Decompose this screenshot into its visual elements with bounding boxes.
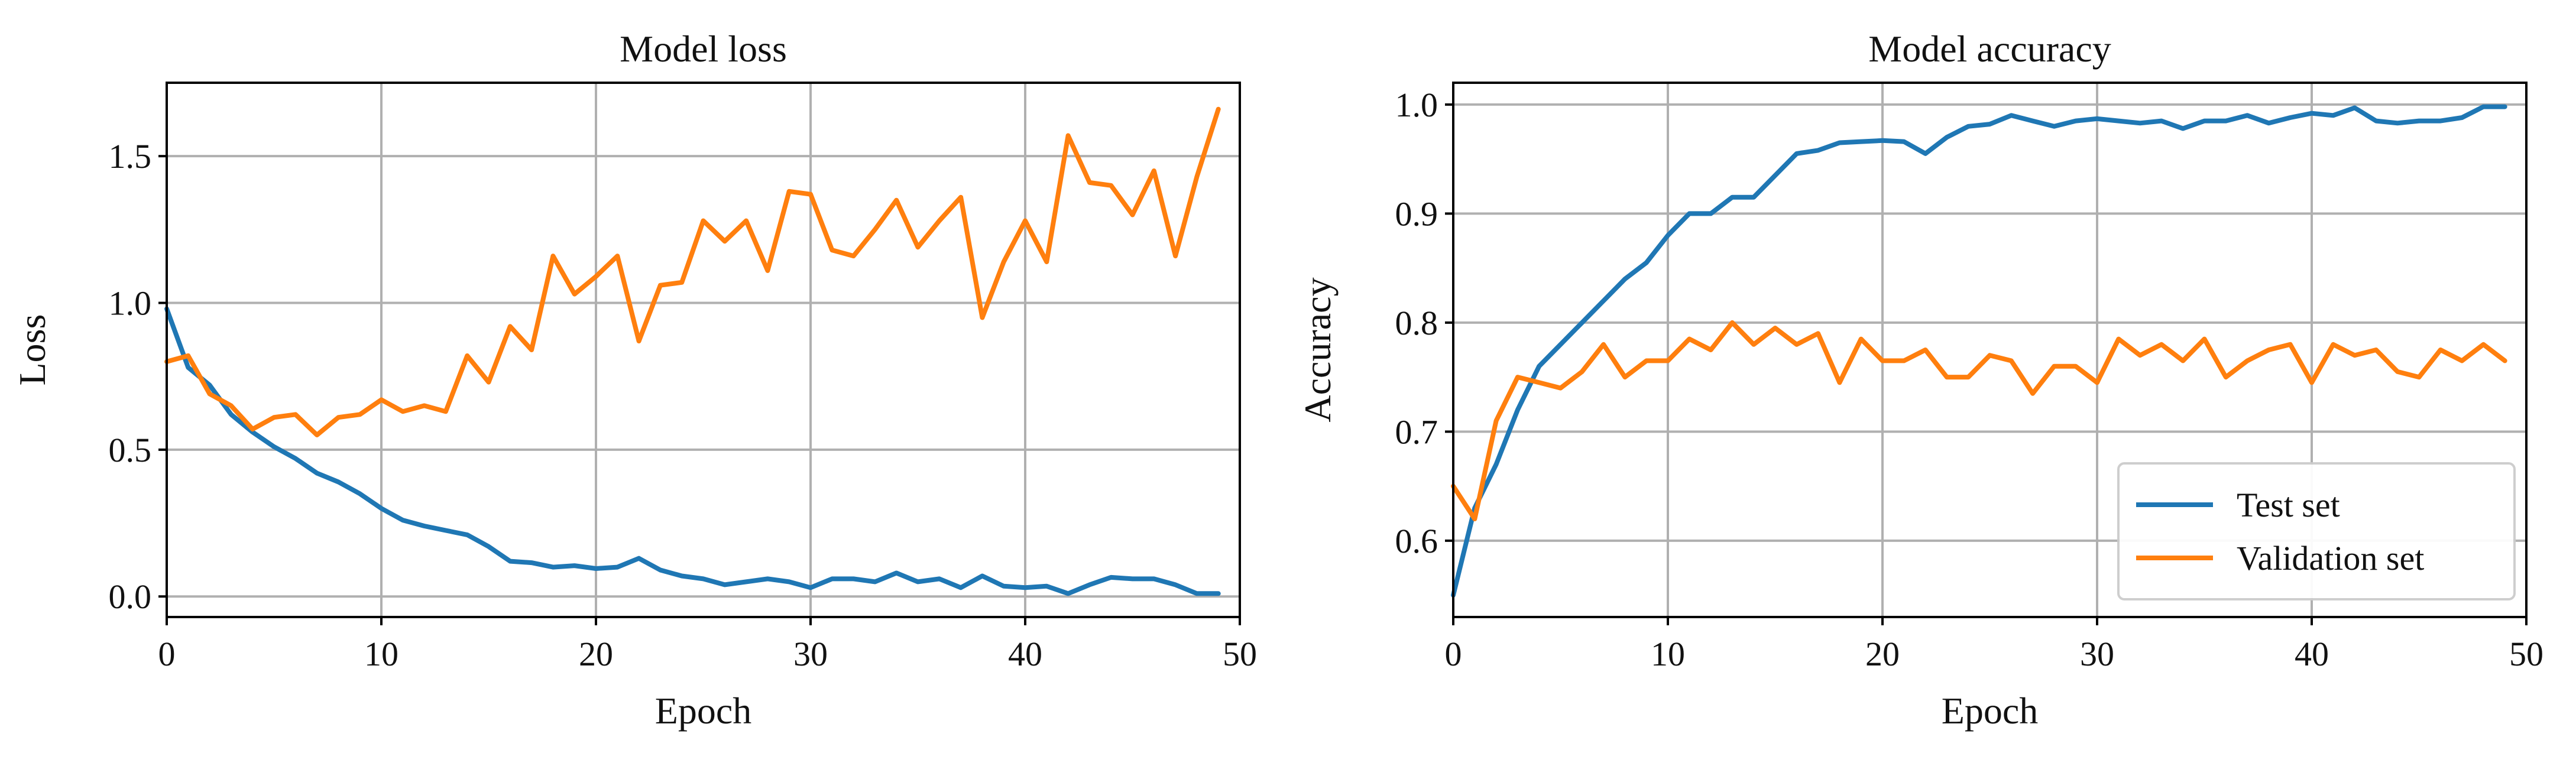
accuracy-y-tick-label: 0.9 bbox=[1395, 194, 1438, 233]
accuracy-y-tick-label: 0.7 bbox=[1395, 413, 1438, 451]
loss-x-axis-label: Epoch bbox=[655, 690, 752, 732]
accuracy-chart-title: Model accuracy bbox=[1868, 28, 2111, 70]
loss-y-tick-label: 0.5 bbox=[109, 431, 152, 469]
accuracy-x-tick-label: 20 bbox=[1865, 635, 1900, 673]
accuracy-y-tick-label: 1.0 bbox=[1395, 86, 1438, 124]
loss-x-tick-label: 50 bbox=[1223, 635, 1257, 673]
legend-label: Validation set bbox=[2237, 539, 2424, 577]
loss-lines bbox=[164, 106, 1221, 596]
loss-y-tick-label: 1.5 bbox=[109, 137, 152, 176]
accuracy-y-tick-label: 0.6 bbox=[1395, 522, 1438, 560]
accuracy-axes-frame bbox=[1452, 82, 2528, 618]
loss-series-line-blue bbox=[164, 306, 1221, 596]
loss-chart-panel: 0 10 20 30 40 50 0.0 0.5 1.0 1.5 Model loss Epoch… bbox=[11, 28, 1257, 732]
accuracy-legend: Test set Validation set bbox=[2117, 462, 2516, 600]
accuracy-x-tick-label: 40 bbox=[2295, 635, 2329, 673]
loss-axes-frame bbox=[166, 82, 1241, 618]
loss-ticks: 0 10 20 30 40 50 0.0 0.5 1.0 1.5 bbox=[109, 137, 1258, 673]
accuracy-x-tick-label: 50 bbox=[2509, 635, 2543, 673]
accuracy-series-line-validation-set bbox=[1451, 320, 2507, 521]
loss-x-tick-label: 40 bbox=[1008, 635, 1042, 673]
accuracy-y-axis-label: Accuracy bbox=[1297, 277, 1339, 422]
accuracy-lines bbox=[1451, 104, 2507, 598]
accuracy-x-axis-label: Epoch bbox=[1942, 690, 2039, 732]
legend-box bbox=[2117, 462, 2516, 600]
accuracy-y-tick-label: 0.8 bbox=[1395, 304, 1438, 342]
loss-chart-title: Model loss bbox=[620, 28, 787, 70]
accuracy-x-tick-label: 30 bbox=[2080, 635, 2114, 673]
loss-y-tick-label: 1.0 bbox=[109, 284, 152, 323]
loss-x-tick-label: 20 bbox=[579, 635, 613, 673]
loss-y-axis-label: Loss bbox=[11, 314, 53, 386]
accuracy-series-line-test-set bbox=[1451, 104, 2507, 598]
accuracy-x-tick-label: 10 bbox=[1651, 635, 1685, 673]
accuracy-ticks: 0 10 20 30 40 50 0.6 0.7 0.8 0.9 1.0 bbox=[1395, 86, 2544, 673]
accuracy-chart-panel: 0 10 20 30 40 50 0.6 0.7 0.8 0.9 1.0 Model accurac… bbox=[1297, 28, 2543, 732]
loss-series-line-orange bbox=[164, 106, 1221, 437]
accuracy-x-tick-label: 0 bbox=[1445, 635, 1462, 673]
loss-x-tick-label: 0 bbox=[158, 635, 176, 673]
loss-x-tick-label: 30 bbox=[793, 635, 828, 673]
loss-x-tick-label: 10 bbox=[364, 635, 398, 673]
loss-y-tick-label: 0.0 bbox=[109, 577, 152, 616]
legend-label: Test set bbox=[2237, 486, 2340, 524]
